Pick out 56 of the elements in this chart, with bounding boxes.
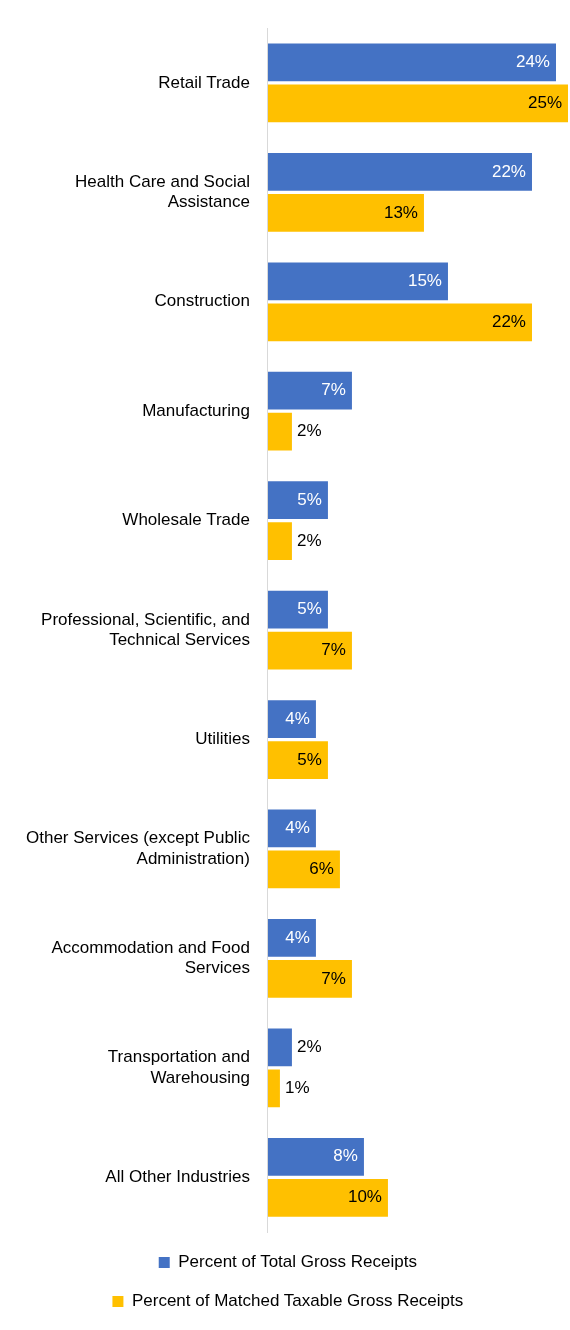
y-tick-label: Wholesale Trade [122, 510, 250, 530]
bar [267, 194, 424, 232]
bar [267, 590, 328, 629]
bar [267, 850, 340, 889]
data-label: 13% [383, 202, 418, 222]
data-label: 5% [297, 599, 322, 619]
legend-label: Percent of Total Gross Receipts [178, 1252, 417, 1272]
bar [267, 371, 352, 410]
data-label: 4% [285, 927, 310, 947]
bar [267, 481, 328, 520]
y-tick-label: All Other Industries [105, 1166, 250, 1186]
data-label: 1% [284, 1078, 310, 1098]
bar [267, 1028, 292, 1067]
data-label: 10% [347, 1187, 382, 1207]
y-tick-label: Other Services (except Public Administration) [26, 828, 251, 868]
bar [267, 412, 292, 451]
data-label: 25% [527, 93, 562, 113]
legend-label: Percent of Matched Taxable Gross Receipts [131, 1291, 464, 1311]
data-label: 6% [309, 859, 334, 879]
data-label: 22% [491, 161, 526, 181]
bar [267, 631, 352, 670]
y-tick-label: Health Care and Social Assistance [75, 171, 250, 212]
data-label: 5% [297, 749, 322, 769]
data-label: 8% [333, 1146, 358, 1166]
data-label: 7% [321, 640, 346, 660]
y-tick-label: Utilities [195, 729, 250, 749]
bar [267, 960, 352, 998]
bar [267, 152, 532, 191]
y-tick-label: Accommodation and Food Services [51, 937, 250, 978]
data-label: 4% [285, 708, 310, 728]
bar [267, 1137, 364, 1176]
data-label: 2% [296, 421, 322, 441]
bar [267, 262, 448, 301]
bar [267, 919, 316, 957]
bar [267, 522, 292, 561]
bar [267, 741, 328, 779]
y-tick-label: Transportation and Warehousing [107, 1047, 250, 1087]
bar [267, 700, 316, 738]
y-tick-label: Retail Trade [158, 72, 250, 92]
data-label: 24% [515, 52, 550, 72]
data-label: 2% [296, 530, 322, 550]
data-label: 22% [491, 312, 526, 331]
bar [267, 43, 556, 82]
bar [267, 1178, 388, 1217]
bar [267, 84, 568, 123]
y-tick-label: Construction [154, 291, 250, 311]
data-label: 4% [285, 818, 310, 838]
data-label: 5% [297, 489, 322, 509]
data-label: 7% [321, 968, 346, 988]
y-tick-label: Manufacturing [142, 400, 250, 420]
data-label: 7% [321, 380, 346, 400]
bar [267, 303, 532, 342]
data-label: 15% [407, 270, 442, 290]
bar [267, 1069, 280, 1108]
data-label: 2% [296, 1037, 322, 1057]
y-tick-label: Professional, Scientific, and Technical Services [41, 609, 250, 649]
